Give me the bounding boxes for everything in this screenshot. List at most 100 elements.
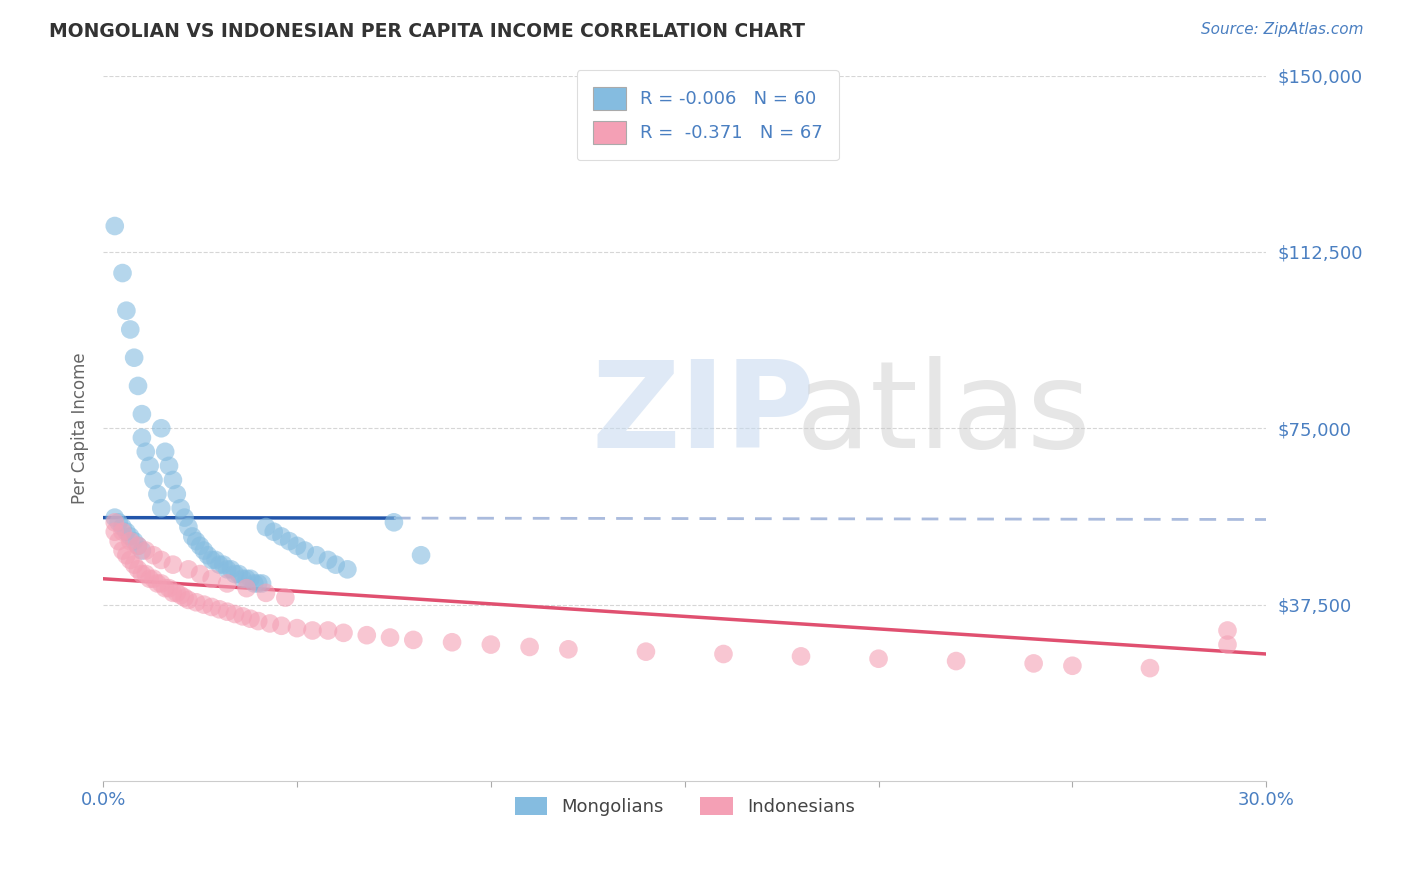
Text: MONGOLIAN VS INDONESIAN PER CAPITA INCOME CORRELATION CHART: MONGOLIAN VS INDONESIAN PER CAPITA INCOM… xyxy=(49,22,806,41)
Point xyxy=(188,567,211,582)
Legend: Mongolians, Indonesians: Mongolians, Indonesians xyxy=(506,788,863,825)
Point xyxy=(153,444,176,458)
Point xyxy=(131,407,153,421)
Point xyxy=(131,543,153,558)
Point xyxy=(519,640,541,654)
Point xyxy=(224,607,246,621)
Point xyxy=(142,572,165,586)
Point xyxy=(278,534,301,549)
Point xyxy=(356,628,378,642)
Text: atlas: atlas xyxy=(796,356,1091,473)
Point xyxy=(378,631,401,645)
Point xyxy=(270,619,292,633)
Point xyxy=(157,458,180,473)
Point xyxy=(301,624,323,638)
Point xyxy=(115,303,138,318)
Text: ZIP: ZIP xyxy=(592,356,815,473)
Point xyxy=(120,553,142,567)
Point xyxy=(135,543,157,558)
Point xyxy=(868,651,890,665)
Point xyxy=(217,562,239,576)
Point xyxy=(1062,658,1084,673)
Point xyxy=(104,524,127,539)
Point xyxy=(402,632,425,647)
Point xyxy=(1216,624,1239,638)
Point xyxy=(208,602,231,616)
Point xyxy=(122,351,145,365)
Point xyxy=(146,576,169,591)
Point xyxy=(111,543,134,558)
Point xyxy=(479,638,502,652)
Text: Source: ZipAtlas.com: Source: ZipAtlas.com xyxy=(1201,22,1364,37)
Point xyxy=(270,529,292,543)
Point xyxy=(193,543,215,558)
Point xyxy=(122,534,145,549)
Point xyxy=(173,510,195,524)
Point xyxy=(247,576,270,591)
Point xyxy=(150,576,173,591)
Point xyxy=(135,444,157,458)
Y-axis label: Per Capita Income: Per Capita Income xyxy=(72,352,89,504)
Point xyxy=(150,421,173,435)
Point xyxy=(188,539,211,553)
Point xyxy=(325,558,347,572)
Point xyxy=(274,591,297,605)
Point xyxy=(294,543,316,558)
Point xyxy=(219,562,242,576)
Point xyxy=(336,562,359,576)
Point xyxy=(135,567,157,582)
Point xyxy=(263,524,285,539)
Point xyxy=(181,529,204,543)
Point xyxy=(316,553,339,567)
Point xyxy=(197,548,219,562)
Point xyxy=(127,539,149,553)
Point xyxy=(441,635,464,649)
Point xyxy=(1022,657,1045,671)
Point xyxy=(177,593,200,607)
Point xyxy=(157,581,180,595)
Point xyxy=(120,534,142,549)
Point xyxy=(217,576,239,591)
Point xyxy=(235,581,257,595)
Point xyxy=(208,558,231,572)
Point xyxy=(228,567,250,582)
Point xyxy=(332,625,354,640)
Point xyxy=(201,553,224,567)
Point xyxy=(790,649,813,664)
Point xyxy=(150,501,173,516)
Point xyxy=(285,539,308,553)
Point xyxy=(204,553,226,567)
Point xyxy=(142,548,165,562)
Point xyxy=(120,322,142,336)
Point xyxy=(382,516,405,530)
Point xyxy=(138,572,160,586)
Point xyxy=(166,586,188,600)
Point xyxy=(104,516,127,530)
Point xyxy=(212,558,235,572)
Point xyxy=(170,588,193,602)
Point xyxy=(557,642,579,657)
Point xyxy=(285,621,308,635)
Point xyxy=(316,624,339,638)
Point xyxy=(111,520,134,534)
Point xyxy=(1216,638,1239,652)
Point xyxy=(250,576,273,591)
Point xyxy=(713,647,735,661)
Point xyxy=(177,562,200,576)
Point xyxy=(170,501,193,516)
Point xyxy=(131,567,153,582)
Point xyxy=(254,586,277,600)
Point xyxy=(186,595,208,609)
Point xyxy=(138,458,160,473)
Point xyxy=(115,524,138,539)
Point xyxy=(173,591,195,605)
Point xyxy=(232,572,254,586)
Point xyxy=(162,558,184,572)
Point xyxy=(1139,661,1161,675)
Point xyxy=(634,645,657,659)
Point xyxy=(122,558,145,572)
Point xyxy=(153,581,176,595)
Point xyxy=(945,654,967,668)
Point xyxy=(232,609,254,624)
Point xyxy=(247,614,270,628)
